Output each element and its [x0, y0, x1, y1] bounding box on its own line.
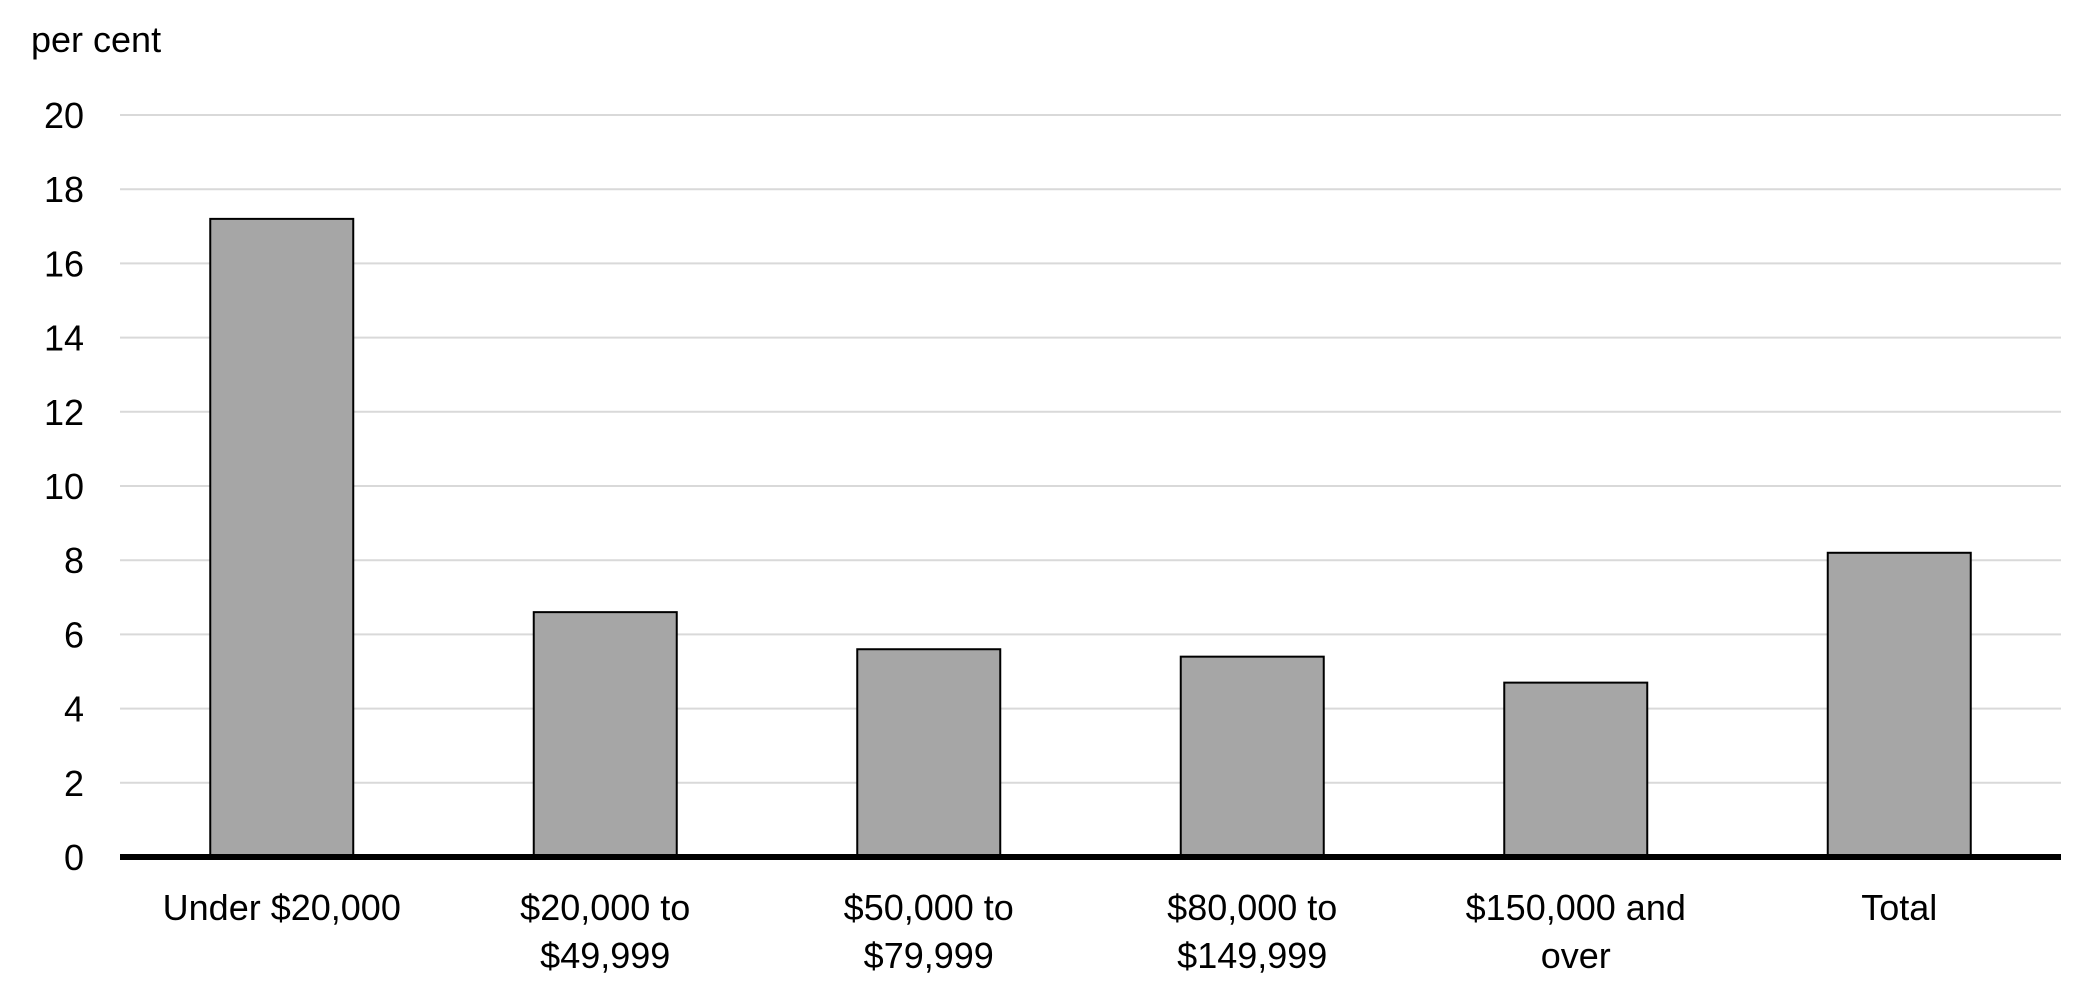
gridlines [120, 114, 2061, 784]
y-tick-label: 16 [44, 243, 84, 284]
y-tick-label: 2 [64, 763, 84, 804]
y-tick-label: 6 [64, 614, 84, 655]
x-tick-label: Under $20,000 [163, 887, 401, 928]
x-tick-label: $150,000 and over [1466, 887, 1686, 976]
y-tick-label: 10 [44, 466, 84, 507]
x-tick-label-line: $149,999 [1177, 935, 1327, 976]
x-tick-label-line: $50,000 to [844, 887, 1014, 928]
bar [1179, 655, 1325, 858]
x-tick-labels: Under $20,000 $20,000 to $49,999 $50,000 to… [163, 887, 1938, 976]
bar [856, 648, 1002, 858]
x-tick-label-line: Total [1861, 887, 1937, 928]
bar [209, 217, 355, 858]
x-tick-label: $20,000 to $49,999 [520, 887, 690, 976]
bar [532, 611, 678, 859]
y-tick-label: 18 [44, 169, 84, 210]
x-tick-label-line: $150,000 and [1466, 887, 1686, 928]
x-tick-label-line: $80,000 to [1167, 887, 1337, 928]
y-tick-label: 8 [64, 540, 84, 581]
x-tick-label: Total [1861, 887, 1937, 928]
x-tick-label-line: over [1541, 935, 1611, 976]
y-tick-label: 12 [44, 392, 84, 433]
y-tick-label: 4 [64, 689, 84, 730]
x-tick-label-line: $20,000 to [520, 887, 690, 928]
y-tick-label: 14 [44, 318, 84, 359]
x-tick-label: $50,000 to $79,999 [844, 887, 1014, 976]
x-tick-label: $80,000 to $149,999 [1167, 887, 1337, 976]
y-tick-label: 20 [44, 95, 84, 136]
y-tick-label: 0 [64, 837, 84, 878]
y-tick-labels: 0 2 4 6 8 10 12 14 16 18 20 [44, 95, 84, 878]
bar [1826, 551, 1972, 859]
y-axis-unit-label: per cent [31, 19, 161, 60]
x-tick-label-line: $49,999 [540, 935, 670, 976]
bars [209, 217, 1972, 859]
x-tick-label-line: Under $20,000 [163, 887, 401, 928]
bar [1503, 681, 1649, 858]
x-tick-label-line: $79,999 [864, 935, 994, 976]
